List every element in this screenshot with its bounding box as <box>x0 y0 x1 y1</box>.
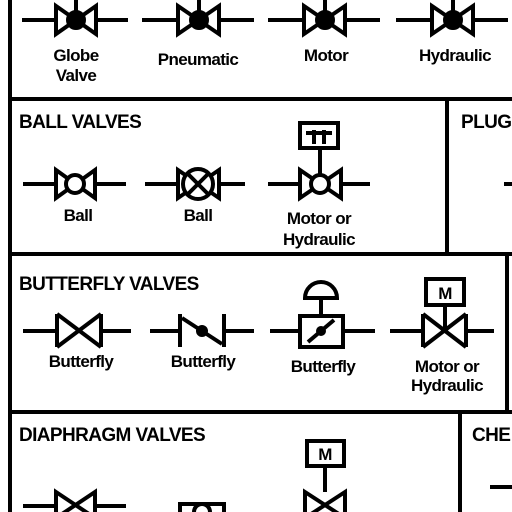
butterfly-actuator-letter: M <box>438 284 452 303</box>
pneumatic-label: Pneumatic <box>158 50 239 69</box>
motor-butterfly-valve-symbol <box>390 277 494 349</box>
globe-valve-label-2: Valve <box>56 66 97 85</box>
butterfly-motor-hydraulic-label-2: Hydraulic <box>411 376 483 395</box>
ball-motor-hydraulic-label-1: Motor or <box>287 209 352 228</box>
butterfly-valves-title: BUTTERFLY VALVES <box>19 274 199 295</box>
plug-valves-title: PLUG <box>461 112 511 133</box>
motor-ball-valve-symbol <box>268 121 370 202</box>
panel-borders <box>8 0 512 512</box>
diaphragm-valve-symbol-1 <box>23 488 126 512</box>
ball-valve-symbol-2 <box>145 166 245 202</box>
butterfly-valve-symbol-2 <box>150 314 254 347</box>
pneumatic-butterfly-valve-symbol <box>270 280 375 349</box>
globe-valve-symbol <box>22 0 128 38</box>
hydraulic-globe-valve-symbol <box>396 0 508 38</box>
butterfly-valve-symbol-1 <box>23 312 131 349</box>
motor-label: Motor <box>304 46 349 65</box>
ball-valve-symbol-1 <box>23 166 126 202</box>
diaphragm-actuator-letter: M <box>318 445 332 464</box>
butterfly-label-3: Butterfly <box>291 357 357 376</box>
hydraulic-label: Hydraulic <box>419 46 491 65</box>
butterfly-label-2: Butterfly <box>171 352 237 371</box>
pneumatic-globe-valve-symbol <box>142 0 254 38</box>
ball-valves-title: BALL VALVES <box>19 112 141 133</box>
diaphragm-valves-title: DIAPHRAGM VALVES <box>19 425 205 446</box>
globe-valve-label-1: Globe <box>53 46 98 65</box>
motor-diaphragm-valve-symbol <box>303 439 347 512</box>
ball-label-1: Ball <box>64 206 93 225</box>
butterfly-motor-hydraulic-label-1: Motor or <box>415 357 480 376</box>
ball-motor-hydraulic-label-2: Hydraulic <box>283 230 355 249</box>
check-valves-title: CHE <box>472 425 510 446</box>
butterfly-label-1: Butterfly <box>49 352 115 371</box>
diaphragm-valve-symbol-2 <box>178 502 226 512</box>
motor-globe-valve-symbol <box>268 0 380 38</box>
ball-label-2: Ball <box>184 206 213 225</box>
